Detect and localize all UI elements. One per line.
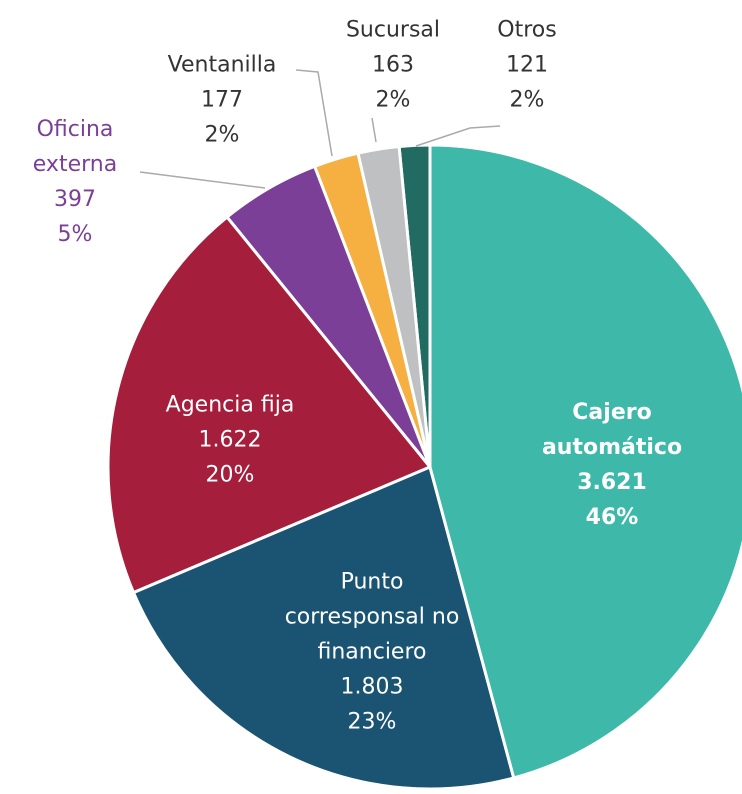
pie-slice (428, 143, 742, 780)
leader-line (371, 117, 377, 143)
slice-label: Ventanilla 177 2% (142, 48, 302, 153)
slice-label: Otros 121 2% (472, 13, 582, 118)
value-label: 121 (506, 52, 548, 78)
slice-label: Sucursal 163 2% (328, 13, 458, 118)
value-label: 1.622 (198, 427, 262, 453)
pie-slice (106, 214, 433, 595)
category-label: Cajero automático (541, 400, 683, 460)
category-label: Sucursal (345, 17, 441, 43)
value-label: 163 (372, 52, 414, 78)
percent-label: 46% (585, 505, 639, 530)
leader-line (139, 171, 266, 189)
slice-label: Agencia fija 1.622 20% (140, 388, 320, 493)
percent-label: 2% (375, 87, 411, 113)
percent-label: 5% (57, 222, 93, 247)
pie-slice (131, 464, 516, 791)
category-label: Ventanilla (167, 52, 277, 78)
percent-label: 20% (205, 462, 255, 488)
category-label: Punto corresponsal no financiero (284, 569, 460, 665)
value-label: 397 (54, 187, 96, 212)
category-label: Oficina externa (32, 117, 118, 177)
slice-label: Cajero automático 3.621 46% (522, 395, 702, 535)
percent-label: 23% (347, 709, 397, 735)
leader-line (415, 125, 501, 147)
category-label: Agencia fija (165, 392, 295, 418)
category-label: Otros (497, 17, 557, 43)
percent-label: 2% (204, 122, 240, 148)
value-label: 1.803 (340, 674, 404, 700)
slice-label: Punto corresponsal no financiero 1.803 23% (267, 565, 477, 740)
value-label: 177 (201, 87, 243, 113)
value-label: 3.621 (577, 470, 647, 495)
percent-label: 2% (509, 87, 545, 113)
leader-line (295, 69, 333, 157)
slice-label: Oficina externa 397 5% (20, 112, 130, 252)
